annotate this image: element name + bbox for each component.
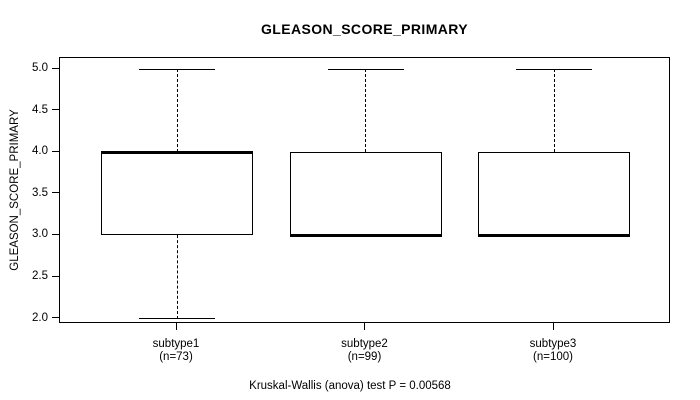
box-subtype1 [101,152,253,236]
plot-area [59,57,670,323]
upper-whisker-subtype2 [365,69,366,153]
median-line-subtype3 [478,233,630,237]
y-axis-tick [52,109,59,111]
median-line-subtype2 [289,233,442,237]
x-axis-tick [175,323,177,330]
x-category-label-subtype2: subtype2 (n=99) [290,338,440,364]
lower-whisker-cap-subtype1 [139,318,215,320]
lower-whisker-subtype1 [176,235,178,319]
upper-whisker-cap-subtype2 [327,68,404,70]
x-axis-tick [364,323,365,330]
y-axis-tick [52,317,59,319]
category-name: subtype1 [152,338,200,350]
y-axis-tick [52,67,59,69]
y-tick-label: 4.5 [32,103,48,116]
y-tick-label: 3.5 [32,186,48,199]
y-axis-tick [52,275,59,277]
y-axis-tick [52,150,59,152]
x-axis-tick [552,323,554,330]
category-name: subtype3 [529,338,577,350]
upper-whisker-cap-subtype1 [139,68,215,70]
y-tick-label: 2.5 [32,270,48,282]
median-line-subtype1 [101,150,253,154]
upper-whisker-cap-subtype3 [516,68,592,70]
y-axis-title: GLEASON_SCORE_PRIMARY [9,109,21,271]
y-tick-label: 5.0 [32,62,48,74]
x-category-label-subtype3: subtype3 (n=100) [478,338,628,364]
box-subtype2 [289,152,442,236]
category-n: (n=99) [347,351,382,363]
chart-title: GLEASON_SCORE_PRIMARY [260,21,469,37]
box-subtype3 [478,152,630,236]
upper-whisker-subtype3 [553,69,555,153]
upper-whisker-subtype1 [176,69,178,153]
stat-test-caption: Kruskal-Wallis (anova) test P = 0.00568 [249,380,451,392]
y-tick-label: 3.0 [32,228,48,241]
x-category-label-subtype1: subtype1 (n=73) [101,338,251,364]
y-tick-label: 4.0 [32,145,48,158]
category-n: (n=73) [159,351,193,363]
category-name: subtype2 [341,338,388,350]
y-tick-label: 2.0 [32,311,48,324]
category-n: (n=100) [533,351,573,363]
y-axis-tick [52,192,59,194]
y-axis-tick [52,233,59,235]
